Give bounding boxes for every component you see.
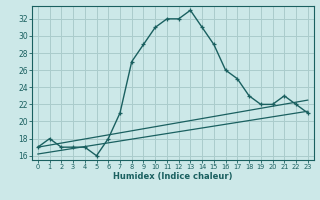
- X-axis label: Humidex (Indice chaleur): Humidex (Indice chaleur): [113, 172, 233, 181]
